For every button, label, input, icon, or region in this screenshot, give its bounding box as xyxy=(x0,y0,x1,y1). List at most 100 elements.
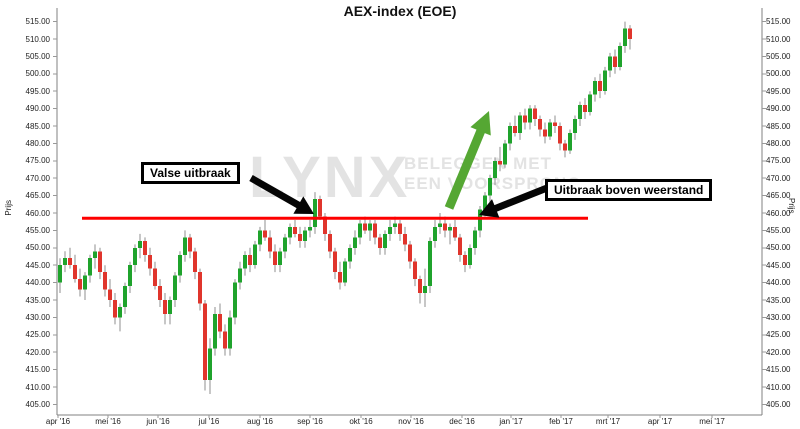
y-tick-label: 435.00 xyxy=(766,295,791,305)
candle-body xyxy=(293,226,297,234)
candle-body xyxy=(508,126,512,144)
y-tick-label: 425.00 xyxy=(766,330,791,340)
y-tick-label: 485.00 xyxy=(766,121,791,131)
candle-body xyxy=(423,286,427,294)
y-tick-label: 470.00 xyxy=(25,173,50,183)
candle-body xyxy=(183,237,187,255)
candle-body xyxy=(553,122,557,126)
candle-body xyxy=(453,226,457,238)
candle-body xyxy=(353,237,357,248)
candle-body xyxy=(93,251,97,259)
candle-body xyxy=(208,348,212,381)
candle-body xyxy=(258,230,262,245)
y-tick-label: 505.00 xyxy=(25,51,50,61)
candle-body xyxy=(83,275,87,290)
candle-body xyxy=(328,233,332,252)
candle-body xyxy=(558,126,562,144)
candle-body xyxy=(63,258,67,266)
y-tick-label: 480.00 xyxy=(766,138,791,148)
candle-body xyxy=(138,240,142,248)
candle-body xyxy=(523,115,527,123)
candle-body xyxy=(343,261,347,283)
x-tick-label: mei '17 xyxy=(699,417,725,426)
x-tick-label: apr '17 xyxy=(647,417,673,426)
y-tick-label: 475.00 xyxy=(25,156,50,166)
watermark-brand: LYNX xyxy=(249,145,411,210)
candle-body xyxy=(603,70,607,92)
candle-body xyxy=(493,160,497,179)
chart-title: AEX-index (EOE) xyxy=(343,3,457,19)
candle-body xyxy=(478,209,482,231)
watermark-tagline-line1: BELEGGEN MET xyxy=(404,154,553,173)
y-tick-label: 460.00 xyxy=(25,208,50,218)
candle-body xyxy=(298,233,302,241)
y-tick-label: 410.00 xyxy=(25,382,50,392)
candle-body xyxy=(338,272,342,283)
candle-body xyxy=(178,254,182,276)
candle-body xyxy=(173,275,177,300)
x-tick-label: nov '16 xyxy=(398,417,424,426)
candle-body xyxy=(613,56,617,67)
candle-body xyxy=(88,258,92,276)
candle-body xyxy=(373,223,377,238)
x-tick-label: aug '16 xyxy=(247,417,273,426)
candle-body xyxy=(543,129,547,137)
candle-body xyxy=(143,240,147,255)
candle-body xyxy=(583,105,587,113)
y-tick-label: 495.00 xyxy=(766,86,791,96)
y-tick-label: 455.00 xyxy=(25,225,50,235)
y-tick-label: 480.00 xyxy=(25,138,50,148)
candle-body xyxy=(623,28,627,46)
x-tick-label: feb '17 xyxy=(549,417,573,426)
candle-body xyxy=(578,105,582,120)
candle-body xyxy=(223,331,227,349)
black-arrow-false-breakout xyxy=(249,175,314,214)
y-tick-label: 470.00 xyxy=(766,173,791,183)
y-tick-label: 440.00 xyxy=(766,278,791,288)
candle-body xyxy=(188,237,192,252)
y-tick-label: 500.00 xyxy=(25,69,50,79)
candle-body xyxy=(308,226,312,231)
candle-body xyxy=(318,199,322,217)
candle-body xyxy=(148,254,152,269)
candle-body xyxy=(418,279,422,294)
candle-body xyxy=(388,226,392,234)
candle-body xyxy=(368,223,372,231)
candle-body xyxy=(573,119,577,133)
y-tick-label: 465.00 xyxy=(25,191,50,201)
candle-body xyxy=(518,115,522,133)
y-axis-title-right: Prijs xyxy=(787,198,796,214)
y-tick-label: 430.00 xyxy=(25,312,50,322)
candle-body xyxy=(473,230,477,248)
candle-body xyxy=(248,254,252,266)
y-tick-label: 445.00 xyxy=(766,260,791,270)
candle-body xyxy=(403,233,407,245)
y-tick-label: 465.00 xyxy=(766,191,791,201)
candle-body xyxy=(533,108,537,120)
candle-body xyxy=(168,300,172,314)
candle-body xyxy=(618,45,622,67)
y-tick-label: 500.00 xyxy=(766,69,791,79)
candle-body xyxy=(513,126,517,133)
candle-body xyxy=(98,251,102,273)
candle-body xyxy=(488,178,492,196)
y-tick-label: 420.00 xyxy=(25,347,50,357)
candle-body xyxy=(563,143,567,151)
x-tick-label: jul '16 xyxy=(198,417,220,426)
candle-body xyxy=(538,119,542,130)
candle-body xyxy=(468,247,472,266)
candle-body xyxy=(458,237,462,255)
candle-body xyxy=(268,237,272,252)
candle-body xyxy=(228,317,232,349)
y-tick-label: 450.00 xyxy=(25,243,50,253)
y-tick-label: 445.00 xyxy=(25,260,50,270)
candle-body xyxy=(158,286,162,300)
candle-body xyxy=(608,56,612,71)
candle-body xyxy=(498,160,502,165)
x-tick-label: apr '16 xyxy=(45,417,71,426)
candle-body xyxy=(108,289,112,300)
candle-body xyxy=(123,286,127,307)
y-tick-label: 515.00 xyxy=(766,17,791,27)
y-tick-label: 510.00 xyxy=(766,34,791,44)
y-tick-label: 450.00 xyxy=(766,243,791,253)
